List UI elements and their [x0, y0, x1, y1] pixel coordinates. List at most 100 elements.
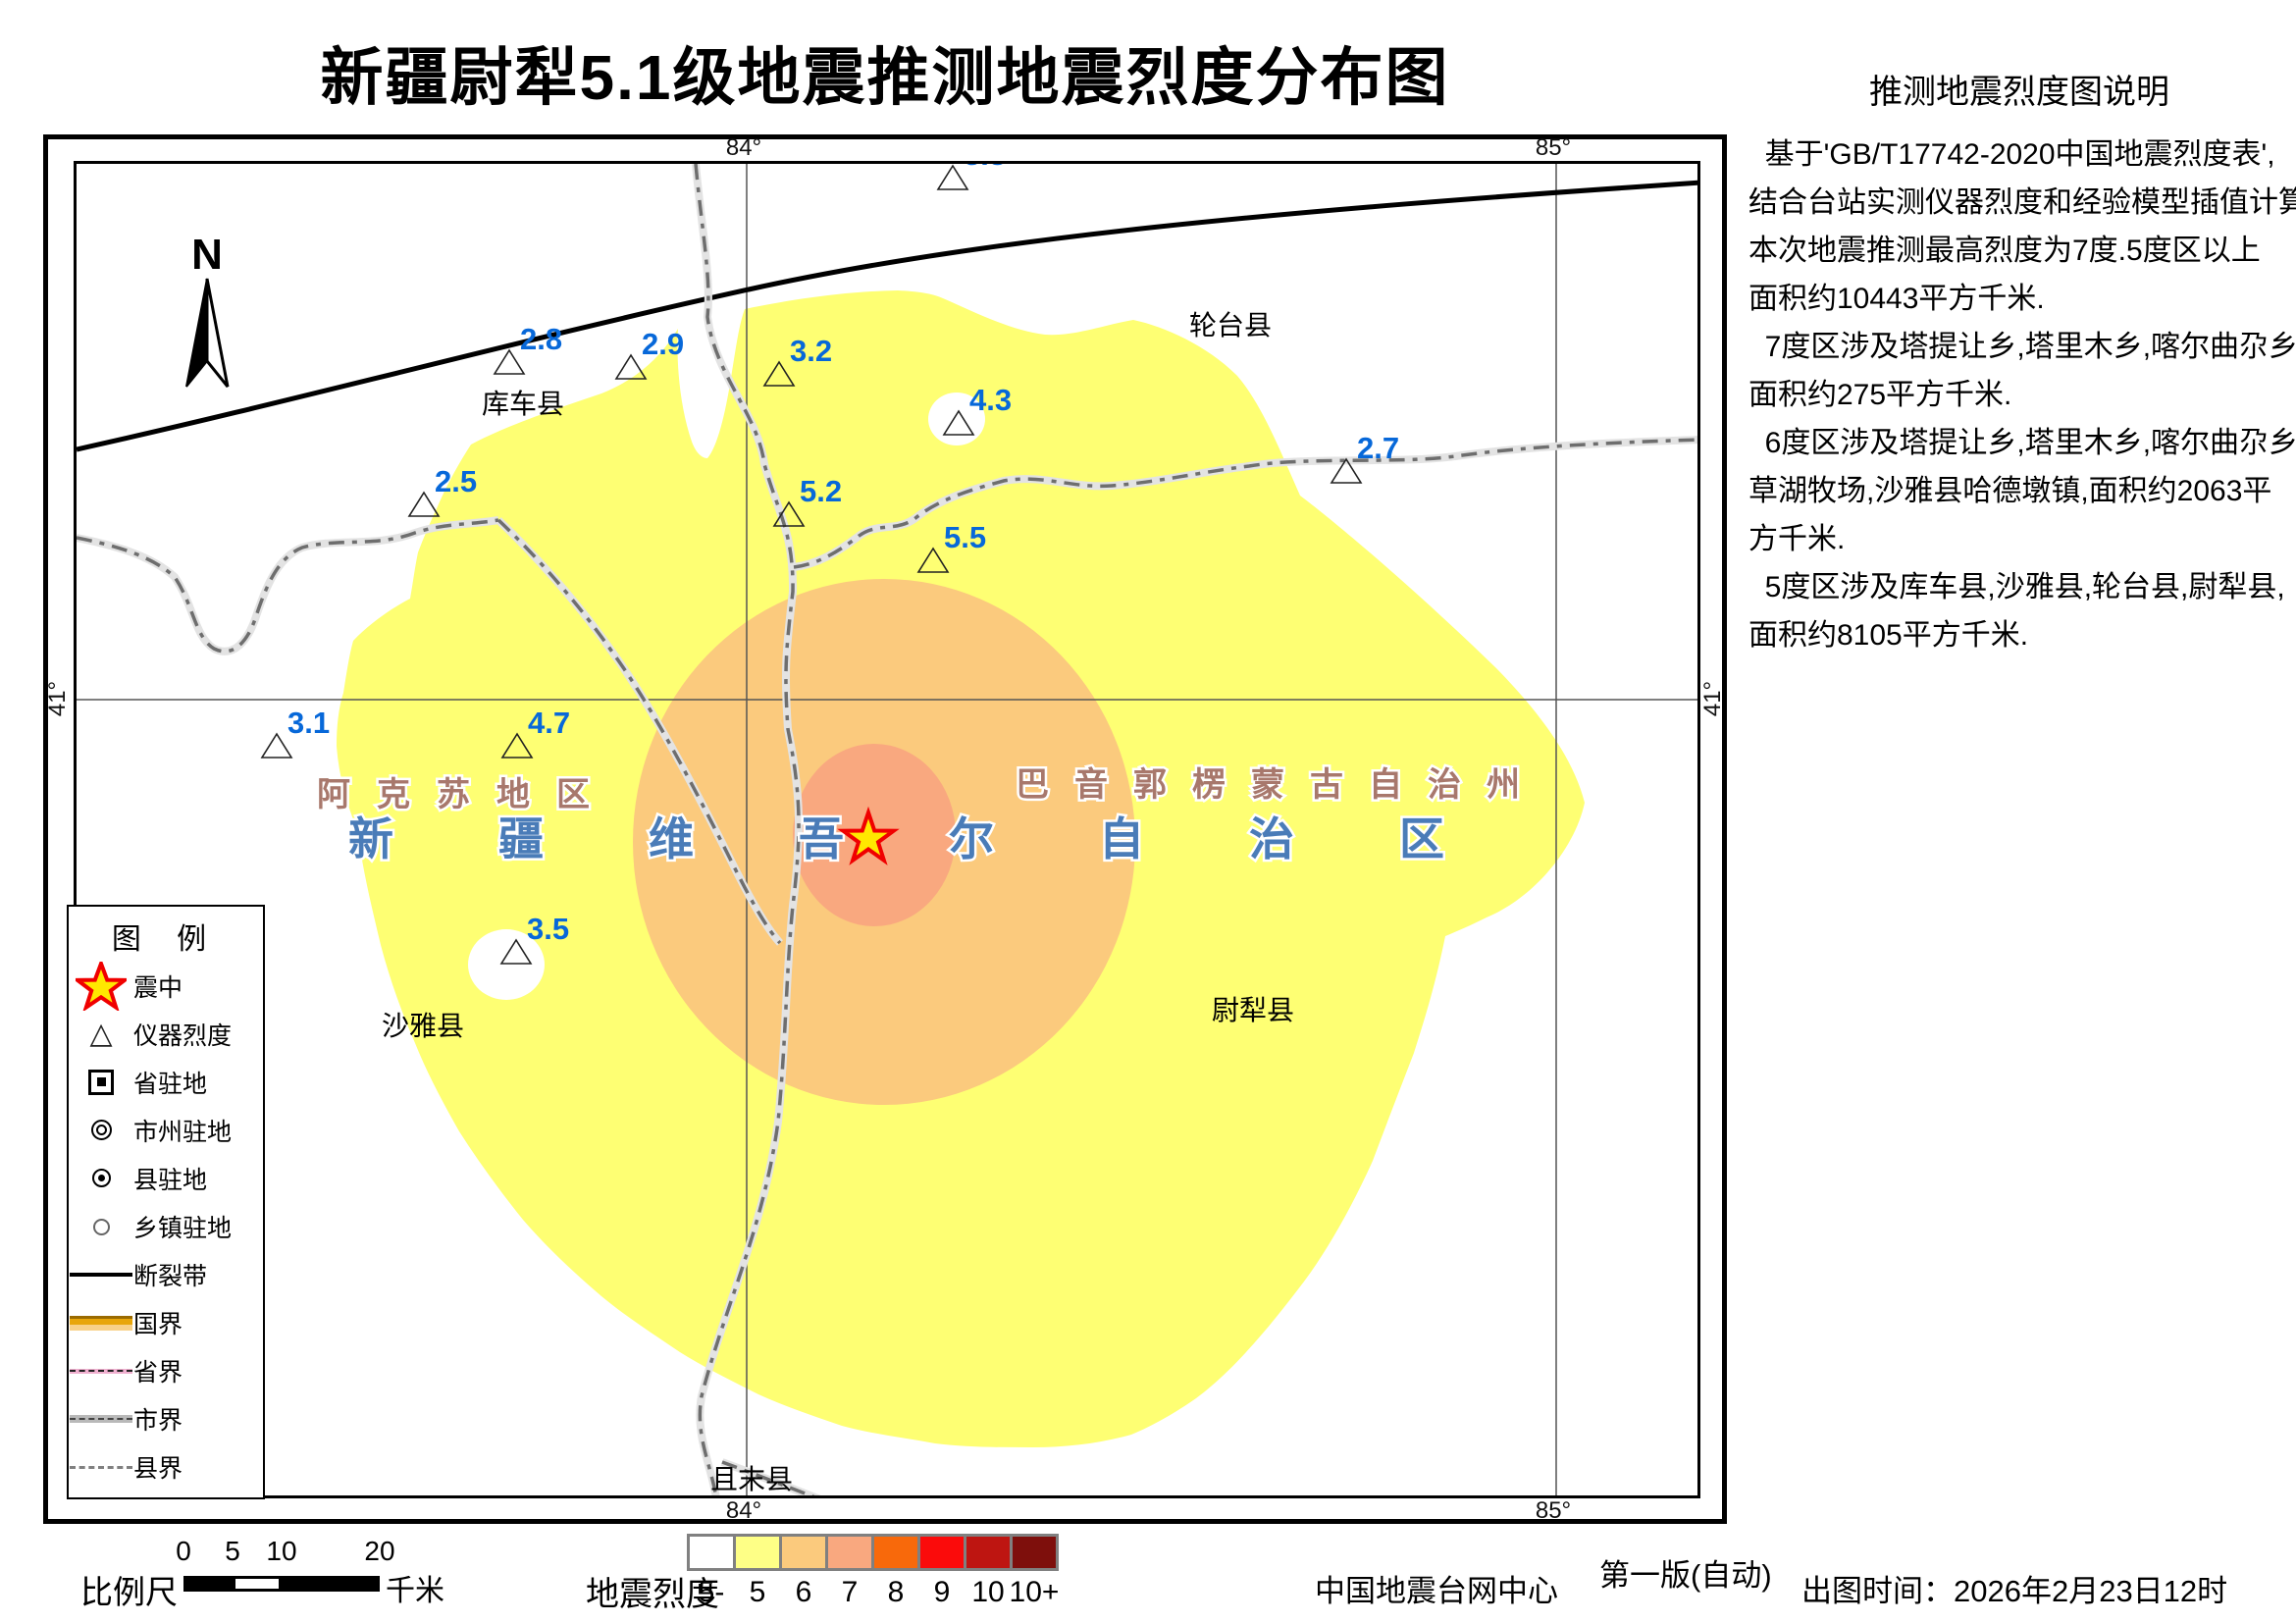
station-triangle-icon[interactable]	[614, 353, 648, 380]
intensity-key-bar	[687, 1534, 1059, 1571]
explanation-line: 6度区涉及塔提让乡,塔里木乡,喀尔曲尕乡,	[1748, 427, 2296, 459]
legend-item-national-border: 国界	[69, 1299, 263, 1347]
scalebar-segment	[183, 1576, 233, 1592]
fault-line	[77, 180, 1697, 452]
station-triangle-icon: △	[89, 1017, 113, 1050]
county-name-label: 库车县	[482, 389, 564, 419]
north-arrow: N	[173, 234, 241, 397]
intensity-swatch-label: 6	[795, 1576, 812, 1608]
town-seat-icon	[69, 1218, 133, 1235]
timestamp-label: 出图时间：2026年2月23日12时	[1801, 1574, 2228, 1608]
station-triangle-icon[interactable]	[942, 409, 975, 436]
scalebar-tick: 10	[266, 1536, 297, 1566]
explanation-line: 草湖牧场,沙雅县哈德墩镇,面积约2063平	[1748, 475, 2272, 507]
county-name-label: 尉犁县	[1212, 995, 1294, 1025]
station-intensity-value: 2.9	[642, 327, 684, 361]
station-triangle-icon[interactable]	[499, 938, 533, 965]
epicenter-star-icon	[69, 961, 133, 1011]
station-triangle-icon[interactable]	[916, 547, 950, 573]
scalebar	[183, 1576, 380, 1592]
intensity-swatch-10+	[1010, 1534, 1059, 1571]
legend-label: 市州驻地	[133, 1118, 233, 1146]
epicenter-star-icon[interactable]	[837, 806, 900, 865]
station-intensity-value: 2.8	[520, 322, 562, 356]
station-intensity-value: 4.3	[969, 383, 1012, 417]
grid-label-bottom-85: 85°	[1535, 1497, 1572, 1524]
explanation-line: 本次地震推测最高烈度为7度.5度区以上	[1748, 235, 2261, 267]
legend-label: 市界	[133, 1407, 183, 1436]
station-triangle-icon[interactable]	[762, 360, 796, 387]
legend-item-station: △ 仪器烈度	[69, 1010, 263, 1058]
legend-item-city-border: 市界	[69, 1395, 263, 1443]
legend-label: 仪器烈度	[133, 1021, 233, 1050]
legend-label: 震中	[133, 973, 183, 1002]
county-name-label: 且末县	[710, 1464, 793, 1494]
intensity-swatch-label: 10	[971, 1576, 1005, 1608]
station-intensity-value: 3.5	[527, 912, 569, 946]
station-triangle-icon[interactable]	[772, 500, 806, 527]
national-border-icon	[69, 1315, 133, 1331]
region-name-label: 巴音郭楞蒙古自治州	[1016, 766, 1545, 804]
explanation-title: 推测地震烈度图说明	[1869, 74, 2169, 111]
explanation-line: 结合台站实测仪器烈度和经验模型插值计算,	[1748, 186, 2296, 219]
station-triangle-icon[interactable]	[260, 732, 293, 759]
region-name-label: 新疆维吾尔自治区	[348, 813, 1549, 864]
explanation-line: 面积约8105平方千米.	[1748, 619, 2029, 652]
intensity-swatch-8	[871, 1534, 920, 1571]
station-intensity-value: 3.1	[287, 706, 330, 740]
station-triangle-icon[interactable]	[936, 164, 969, 190]
legend-box: 图 例 震中 △ 仪器烈度 省驻地 市州驻地 县驻地	[67, 905, 265, 1499]
station-intensity-value: 3.2	[790, 334, 832, 368]
county-border-icon	[69, 1465, 133, 1469]
explanation-line: 面积约10443平方千米.	[1748, 283, 2045, 315]
station-intensity-value: 2.5	[435, 464, 477, 498]
legend-item-town-seat: 乡镇驻地	[69, 1202, 263, 1250]
intensity-swatch-label: 7	[841, 1576, 859, 1608]
station-triangle-icon[interactable]	[1330, 457, 1363, 484]
scalebar-unit: 千米	[386, 1575, 444, 1607]
scalebar-tick: 20	[364, 1536, 395, 1566]
edition-label: 第一版(自动)	[1599, 1558, 1772, 1593]
scalebar-tick: 5	[225, 1536, 240, 1566]
grid-label-bottom-84: 84°	[725, 1497, 762, 1524]
explanation-line: 面积约275平方千米.	[1748, 379, 2012, 411]
explanation-line: 基于'GB/T17742-2020中国地震烈度表',	[1748, 138, 2275, 171]
city-border-icon	[69, 1415, 133, 1424]
legend-label: 乡镇驻地	[133, 1215, 233, 1243]
province-seat-icon	[69, 1069, 133, 1095]
legend-item-fault: 断裂带	[69, 1251, 263, 1299]
north-arrow-icon	[185, 278, 230, 388]
grid-label-left-41: 41°	[44, 680, 71, 717]
explanation-line: 5度区涉及库车县,沙雅县,轮台县,尉犁县,	[1748, 571, 2285, 603]
white-pocket-near-3_5	[468, 929, 545, 1000]
north-label: N	[191, 231, 223, 279]
station-intensity-value: 3.8	[964, 164, 1006, 172]
intensity-key-label: 地震烈度	[586, 1576, 719, 1613]
legend-label: 省界	[133, 1359, 183, 1387]
legend-item-city-seat: 市州驻地	[69, 1106, 263, 1154]
intensity-swatch-9	[917, 1534, 966, 1571]
station-triangle-icon[interactable]	[493, 348, 526, 375]
scalebar-label: 比例尺	[80, 1574, 178, 1610]
station-triangle-icon[interactable]	[407, 491, 441, 517]
county-seat-icon	[69, 1169, 133, 1188]
county-name-label: 轮台县	[1189, 310, 1272, 340]
station-intensity-value: 5.2	[800, 474, 842, 508]
city-seat-icon	[69, 1120, 133, 1141]
legend-label: 国界	[133, 1311, 183, 1339]
scalebar-segment	[233, 1576, 282, 1592]
intensity-swatch-label: 5	[749, 1576, 766, 1608]
page-title: 新疆尉犁5.1级地震推测地震烈度分布图	[320, 42, 1450, 113]
county-name-label: 沙雅县	[382, 1011, 464, 1041]
station-triangle-icon[interactable]	[500, 732, 534, 759]
legend-item-province-border: 省界	[69, 1347, 263, 1395]
explanation-line: 7度区涉及塔提让乡,塔里木乡,喀尔曲尕乡,	[1748, 331, 2296, 363]
region-name-label: 阿克苏地区	[317, 776, 616, 813]
intensity-swatch-label: 8	[887, 1576, 905, 1608]
station-intensity-value: 5.5	[944, 520, 986, 554]
intensity-swatch-label: 5-	[698, 1576, 725, 1608]
intensity-swatch-10	[964, 1534, 1013, 1571]
legend-label: 断裂带	[133, 1263, 208, 1291]
